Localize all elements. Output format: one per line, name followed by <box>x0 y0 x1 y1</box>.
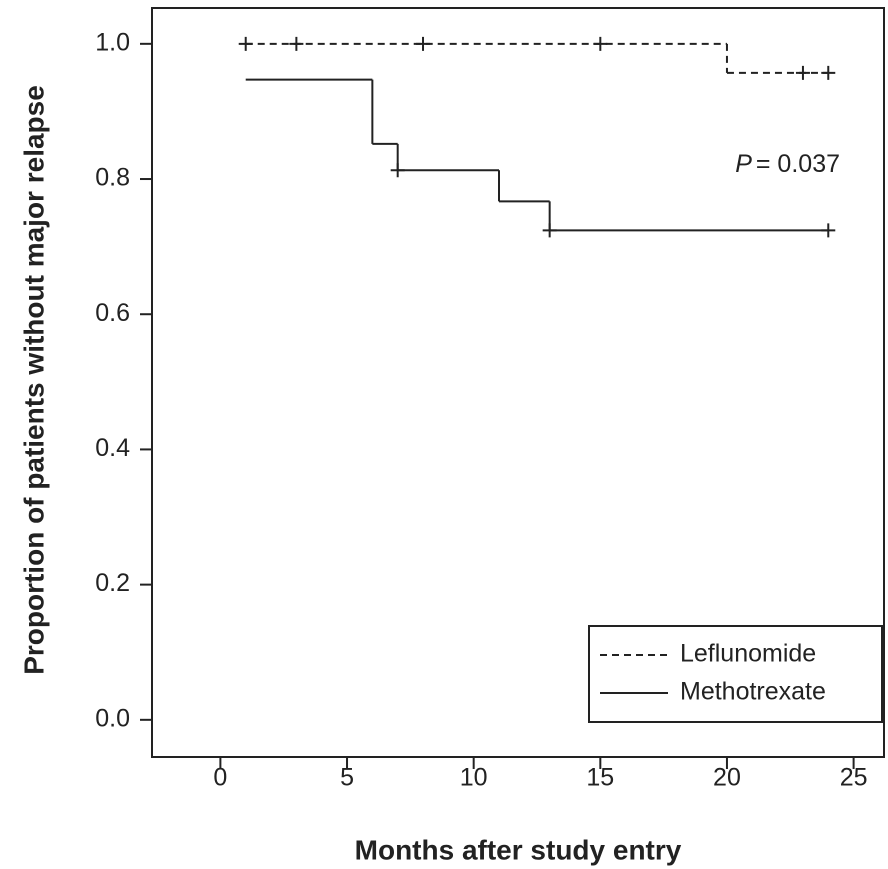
x-tick-label: 20 <box>713 764 741 792</box>
censor-mark <box>390 163 405 178</box>
x-tick-label: 5 <box>340 764 354 792</box>
p-symbol: P <box>735 150 752 178</box>
x-tick-label: 25 <box>840 764 868 792</box>
x-tick-label: 10 <box>460 764 488 792</box>
censor-mark <box>795 65 810 80</box>
y-tick-label: 1.0 <box>95 28 130 56</box>
x-axis-title: Months after study entry <box>355 834 682 865</box>
legend-label: Leflunomide <box>680 640 816 668</box>
p-value: = 0.037 <box>756 150 840 178</box>
y-tick-label: 0.2 <box>95 569 130 597</box>
censor-mark <box>416 36 431 51</box>
y-tick-label: 0.6 <box>95 299 130 327</box>
censor-mark <box>289 36 304 51</box>
y-axis-title: Proportion of patients without major rel… <box>18 85 49 675</box>
x-tick-label: 0 <box>213 764 227 792</box>
censor-mark <box>238 36 253 51</box>
y-tick-label: 0.4 <box>95 434 130 462</box>
censor-mark <box>593 36 608 51</box>
censor-mark <box>821 65 836 80</box>
legend-box <box>588 625 883 723</box>
censor-mark <box>542 223 557 238</box>
y-tick-label: 0.0 <box>95 704 130 732</box>
plot-frame <box>151 7 885 758</box>
p-annotation: P = 0.037 <box>735 150 840 178</box>
censor-mark <box>821 223 836 238</box>
x-tick-label: 15 <box>586 764 614 792</box>
legend-label: Methotrexate <box>680 678 826 706</box>
y-tick-label: 0.8 <box>95 164 130 192</box>
